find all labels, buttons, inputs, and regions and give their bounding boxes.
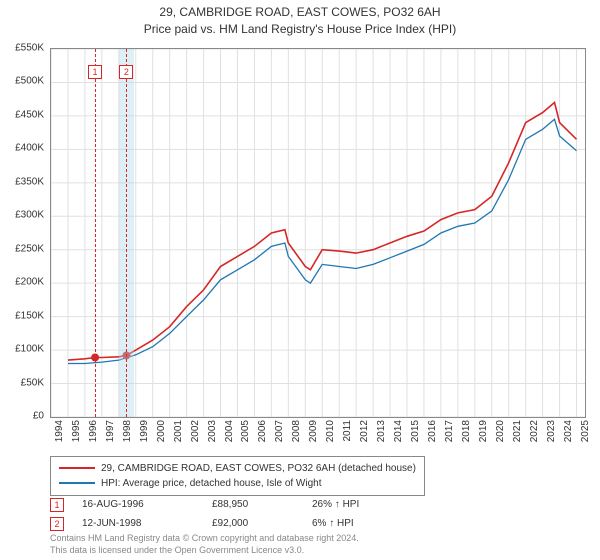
title-line-2: Price paid vs. HM Land Registry's House … xyxy=(0,21,600,38)
marker-date: 12-JUN-1998 xyxy=(82,515,212,533)
x-tick-label: 2024 xyxy=(563,420,574,454)
x-tick-label: 2016 xyxy=(427,420,438,454)
sale-vline xyxy=(126,49,127,417)
sale-markers-table: 1 16-AUG-1996£88,95026% ↑ HPI 2 12-JUN-1998… xyxy=(50,496,359,533)
sale-label-2: 2 xyxy=(119,65,133,79)
legend-item: 29, CAMBRIDGE ROAD, EAST COWES, PO32 6AH… xyxy=(59,461,416,476)
x-tick-label: 2002 xyxy=(190,420,201,454)
x-tick-label: 2022 xyxy=(529,420,540,454)
x-tick-label: 2023 xyxy=(546,420,557,454)
x-tick-label: 1997 xyxy=(105,420,116,454)
legend: 29, CAMBRIDGE ROAD, EAST COWES, PO32 6AH… xyxy=(50,456,425,496)
x-tick-label: 2009 xyxy=(308,420,319,454)
y-tick-label: £250K xyxy=(0,243,44,254)
y-tick-label: £400K xyxy=(0,143,44,154)
x-tick-label: 1999 xyxy=(139,420,150,454)
attribution: Contains HM Land Registry data © Crown c… xyxy=(50,533,359,556)
legend-item: HPI: Average price, detached house, Isle… xyxy=(59,476,416,491)
x-tick-label: 2006 xyxy=(257,420,268,454)
x-tick-label: 2019 xyxy=(478,420,489,454)
y-tick-label: £350K xyxy=(0,176,44,187)
x-tick-label: 2017 xyxy=(444,420,455,454)
marker-date: 16-AUG-1996 xyxy=(82,496,212,514)
y-tick-label: £150K xyxy=(0,310,44,321)
marker-note: 6% ↑ HPI xyxy=(312,515,354,533)
marker-note: 26% ↑ HPI xyxy=(312,496,359,514)
sale-label-1: 1 xyxy=(88,65,102,79)
x-tick-label: 2004 xyxy=(224,420,235,454)
x-tick-label: 2014 xyxy=(393,420,404,454)
x-tick-label: 2010 xyxy=(325,420,336,454)
marker-index: 2 xyxy=(50,517,64,531)
sale-marker-row: 1 16-AUG-1996£88,95026% ↑ HPI xyxy=(50,496,359,515)
chart-title: 29, CAMBRIDGE ROAD, EAST COWES, PO32 6AH… xyxy=(0,0,600,38)
sale-vline xyxy=(95,49,96,417)
legend-swatch xyxy=(59,482,95,484)
x-tick-label: 2012 xyxy=(359,420,370,454)
y-tick-label: £100K xyxy=(0,344,44,355)
legend-label: HPI: Average price, detached house, Isle… xyxy=(101,478,322,489)
marker-index: 1 xyxy=(50,498,64,512)
marker-price: £92,000 xyxy=(212,515,312,533)
legend-label: 29, CAMBRIDGE ROAD, EAST COWES, PO32 6AH… xyxy=(101,463,416,474)
x-tick-label: 1994 xyxy=(54,420,65,454)
x-tick-label: 2003 xyxy=(207,420,218,454)
x-tick-label: 2011 xyxy=(342,420,353,454)
y-tick-label: £0 xyxy=(0,411,44,422)
y-tick-label: £50K xyxy=(0,377,44,388)
marker-price: £88,950 xyxy=(212,496,312,514)
x-tick-label: 2025 xyxy=(580,420,591,454)
x-tick-label: 1998 xyxy=(122,420,133,454)
sale-marker-row: 2 12-JUN-1998£92,0006% ↑ HPI xyxy=(50,515,359,534)
plot-area: 12 xyxy=(50,48,586,418)
x-tick-label: 2007 xyxy=(274,420,285,454)
x-tick-label: 2005 xyxy=(240,420,251,454)
title-line-1: 29, CAMBRIDGE ROAD, EAST COWES, PO32 6AH xyxy=(0,4,600,21)
attribution-line-1: Contains HM Land Registry data © Crown c… xyxy=(50,533,359,545)
y-tick-label: £450K xyxy=(0,109,44,120)
x-tick-label: 2013 xyxy=(376,420,387,454)
x-tick-label: 2020 xyxy=(495,420,506,454)
x-tick-label: 2000 xyxy=(156,420,167,454)
attribution-line-2: This data is licensed under the Open Gov… xyxy=(50,545,359,557)
y-tick-label: £300K xyxy=(0,210,44,221)
x-tick-label: 1995 xyxy=(71,420,82,454)
y-tick-label: £200K xyxy=(0,277,44,288)
legend-swatch xyxy=(59,467,95,469)
x-tick-label: 2018 xyxy=(461,420,472,454)
x-tick-label: 2001 xyxy=(173,420,184,454)
x-tick-label: 2015 xyxy=(410,420,421,454)
x-tick-label: 2008 xyxy=(291,420,302,454)
y-tick-label: £500K xyxy=(0,76,44,87)
y-tick-label: £550K xyxy=(0,43,44,54)
x-tick-label: 1996 xyxy=(88,420,99,454)
x-tick-label: 2021 xyxy=(512,420,523,454)
price-chart: 29, CAMBRIDGE ROAD, EAST COWES, PO32 6AH… xyxy=(0,0,600,560)
